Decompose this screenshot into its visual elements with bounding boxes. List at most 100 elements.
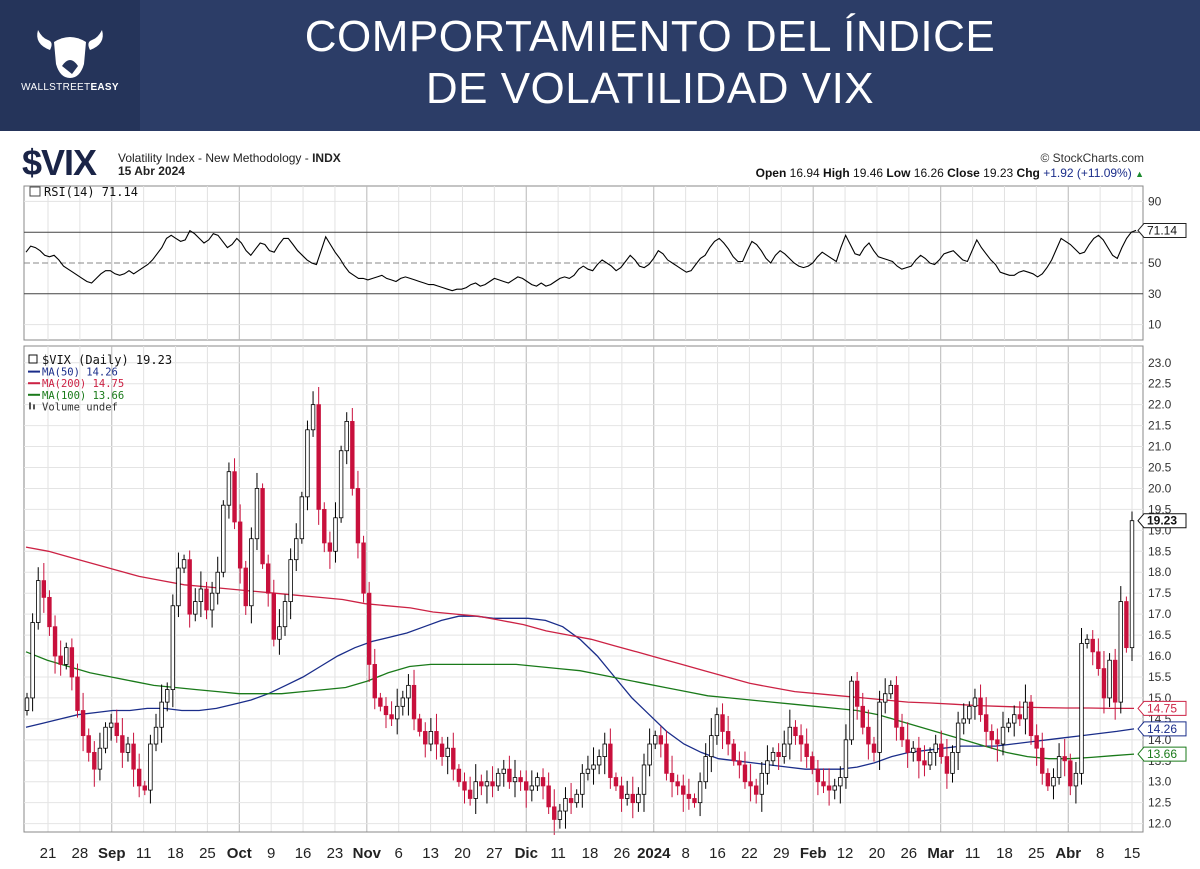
candle-up xyxy=(574,793,579,804)
candle-down xyxy=(86,735,91,753)
price-y-tick-label: 20.5 xyxy=(1148,461,1172,475)
candle-down xyxy=(899,726,905,741)
candle-up xyxy=(557,810,563,820)
candle-down xyxy=(451,747,456,770)
ma50-value-tag xyxy=(1137,721,1187,737)
candle-up xyxy=(277,626,282,640)
ma200-value-tag xyxy=(1137,700,1187,716)
ma100-value-label: 13.66 xyxy=(1147,747,1177,761)
candle-up xyxy=(580,772,585,795)
candle-up xyxy=(647,743,652,766)
candle-up xyxy=(591,764,596,770)
candle-up xyxy=(24,697,30,711)
candle-up xyxy=(305,429,310,498)
candle-down xyxy=(860,705,865,728)
candle-up xyxy=(294,538,299,561)
candle-up xyxy=(1000,726,1006,745)
rsi-current-value-label: 71.14 xyxy=(1147,223,1177,237)
x-tick-label: Nov xyxy=(353,845,382,862)
x-tick-label: 25 xyxy=(199,845,216,862)
ohlc-readout: Open 16.94 High 19.46 Low 16.26 Close 19… xyxy=(755,166,1144,180)
candle-up xyxy=(911,747,916,753)
candle-down xyxy=(619,785,624,799)
candle-down xyxy=(798,735,804,745)
x-tick-label: 16 xyxy=(295,845,312,862)
candle-up xyxy=(782,743,787,757)
ma100-line xyxy=(25,651,1135,760)
x-tick-label: 11 xyxy=(550,845,566,862)
ma200-line xyxy=(25,546,1134,710)
x-tick-label: 20 xyxy=(454,845,471,862)
legend-ma50: MA(50) 14.26 xyxy=(42,367,118,379)
legend-volume: Volume undef xyxy=(42,401,118,413)
candle-down xyxy=(479,781,484,787)
candle-down xyxy=(608,743,613,778)
candle-down xyxy=(114,722,119,737)
candle-down xyxy=(75,676,80,711)
candle-down xyxy=(417,718,422,732)
candle-down xyxy=(456,768,462,783)
candle-up xyxy=(832,785,837,791)
candle-down xyxy=(316,404,321,510)
x-tick-label: Abr xyxy=(1055,845,1081,862)
candle-up xyxy=(697,781,703,804)
candle-up xyxy=(529,785,535,791)
price-y-tick-label: 13.0 xyxy=(1148,775,1172,789)
candle-down xyxy=(1101,668,1107,699)
rsi-y-tick-label: 90 xyxy=(1148,194,1162,208)
candle-down xyxy=(383,705,389,716)
candle-down xyxy=(524,781,529,791)
candle-up xyxy=(877,701,882,753)
candle-down xyxy=(804,743,809,757)
bull-logo-icon xyxy=(37,30,103,78)
candle-up xyxy=(955,722,961,753)
candle-up xyxy=(1129,520,1135,649)
x-tick-label: 8 xyxy=(1096,845,1104,862)
candle-up xyxy=(1006,722,1011,728)
candle-down xyxy=(737,760,742,766)
x-tick-label: 26 xyxy=(900,845,917,862)
candle-up xyxy=(473,781,478,799)
candle-down xyxy=(793,726,798,737)
x-tick-label: 8 xyxy=(681,845,689,862)
candle-down xyxy=(1124,601,1129,649)
x-tick-label: Mar xyxy=(927,845,954,862)
candle-down xyxy=(725,731,731,745)
candle-down xyxy=(939,743,944,757)
price-y-tick-label: 12.0 xyxy=(1148,817,1172,831)
candle-down xyxy=(490,781,495,787)
x-tick-label: 22 xyxy=(741,845,758,862)
candle-down xyxy=(41,580,47,598)
candle-down xyxy=(327,542,333,552)
candle-up xyxy=(950,751,955,774)
rsi-line xyxy=(25,229,1137,292)
price-y-tick-label: 22.0 xyxy=(1148,398,1172,412)
candle-down xyxy=(361,542,366,594)
candle-down xyxy=(552,806,557,820)
candle-up xyxy=(64,647,69,665)
candle-up xyxy=(624,793,630,799)
legend-volume-swatch xyxy=(33,404,35,410)
candle-up xyxy=(843,739,849,778)
close-value-label: 19.23 xyxy=(1147,514,1177,528)
logo: WALLSTREETEASY xyxy=(0,0,140,131)
candle-down xyxy=(92,751,97,770)
candle-down xyxy=(467,789,473,799)
candle-down xyxy=(669,772,675,783)
candle-down xyxy=(1062,756,1067,762)
candle-up xyxy=(961,718,966,724)
chart-symbol: $VIX xyxy=(22,142,97,183)
candle-down xyxy=(630,793,635,804)
chart-date: 15 Abr 2024 xyxy=(118,164,185,178)
candle-up xyxy=(933,743,938,753)
candle-down xyxy=(613,777,619,787)
candle-down xyxy=(1034,735,1039,749)
candle-up xyxy=(714,714,720,737)
candle-down xyxy=(350,421,355,489)
candle-up xyxy=(838,777,843,787)
candle-up xyxy=(1023,701,1028,720)
candle-up xyxy=(395,705,400,720)
candle-up xyxy=(226,471,232,506)
candle-up xyxy=(1084,638,1090,644)
candle-up xyxy=(1079,643,1084,774)
